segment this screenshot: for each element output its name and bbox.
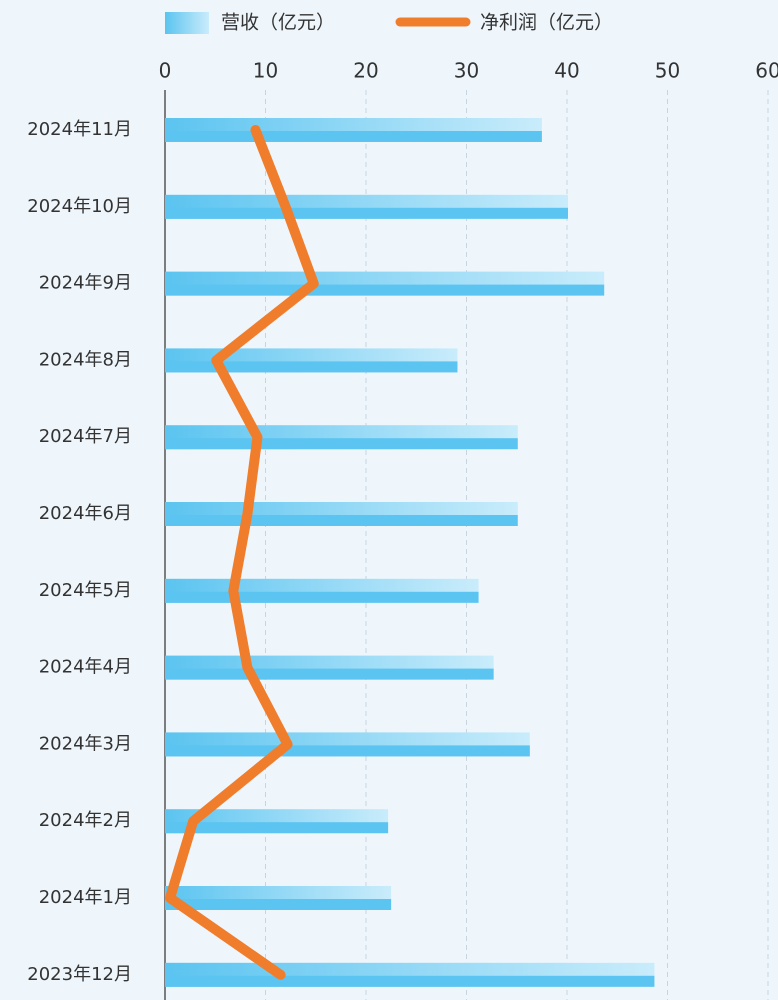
x-tick-label: 30: [454, 59, 479, 83]
y-tick-label: 2024年4月: [39, 657, 132, 678]
bar-lower: [165, 131, 542, 142]
x-tick-label: 40: [554, 59, 579, 83]
bar-lower: [165, 668, 494, 680]
y-tick-label: 2024年2月: [39, 810, 132, 831]
bar-lower: [165, 207, 569, 219]
x-tick-label: 0: [159, 59, 172, 83]
line: [165, 125, 319, 980]
x-tick-label: 50: [655, 59, 680, 83]
bar-lower: [165, 899, 392, 910]
x-tick-label: 20: [353, 59, 378, 83]
y-tick-label: 2024年6月: [39, 503, 132, 524]
y-tick-label: 2024年8月: [39, 349, 132, 370]
y-tick-label: 2023年12月: [27, 964, 132, 985]
bar-lower: [165, 515, 518, 526]
y-tick-label: 2024年7月: [39, 426, 132, 447]
bar-lower: [165, 438, 518, 450]
y-tick-label: 2024年11月: [27, 119, 132, 140]
bar-lower: [165, 822, 389, 834]
legend-label: 净利润（亿元）: [480, 12, 613, 34]
y-tick-label: 2024年5月: [39, 580, 132, 601]
y-tick-label: 2024年9月: [39, 273, 132, 294]
bar-lower: [165, 591, 479, 603]
bar-lower: [165, 361, 458, 373]
bar-lower: [165, 975, 655, 987]
y-tick-label: 2024年1月: [39, 887, 132, 908]
x-tick-label: 10: [253, 59, 278, 83]
x-tick-label: 60: [755, 59, 778, 83]
legend-label: 营收（亿元）: [221, 12, 335, 34]
legend-swatch: [165, 12, 209, 34]
y-tick-label: 2024年10月: [27, 196, 132, 217]
bar-lower: [165, 745, 530, 757]
y-tick-label: 2024年3月: [39, 733, 132, 754]
bar-lower: [165, 284, 605, 296]
